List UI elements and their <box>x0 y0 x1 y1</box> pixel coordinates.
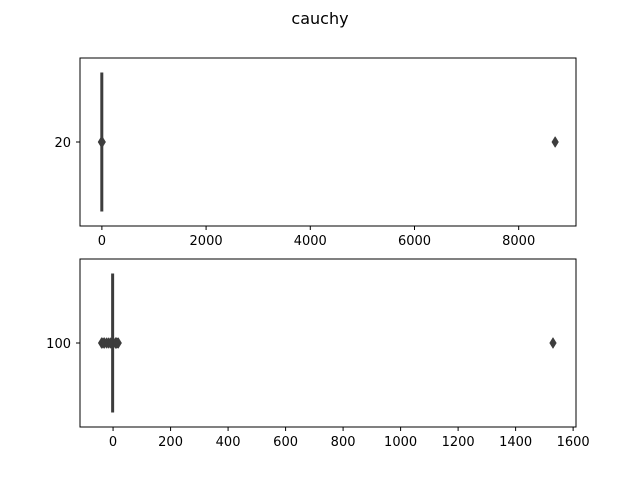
figure-title: cauchy <box>291 9 348 28</box>
axes-frame <box>79 57 577 227</box>
x-tick-label: 600 <box>273 435 298 450</box>
x-tick-label: 0 <box>109 435 117 450</box>
x-tick-label: 400 <box>216 435 241 450</box>
panel-2: 0 200 400 600 800 1000 1200 1400 1600 100 <box>46 258 590 450</box>
x-tick-label: 200 <box>158 435 183 450</box>
y-tick-label: 100 <box>46 337 71 352</box>
x-tick-label: 6000 <box>398 234 431 249</box>
x-tick-label: 8000 <box>502 234 535 249</box>
x-tick-label: 1000 <box>384 435 417 450</box>
x-tick-label: 2000 <box>190 234 223 249</box>
outlier-point <box>551 136 559 148</box>
x-tick-label: 0 <box>98 234 106 249</box>
outlier-point <box>114 337 122 349</box>
x-tick-label: 1400 <box>499 435 532 450</box>
outlier-point <box>549 337 557 349</box>
x-tick-label: 800 <box>331 435 356 450</box>
x-tick-label: 1200 <box>442 435 475 450</box>
x-tick-label: 1600 <box>557 435 590 450</box>
axes-frame <box>79 258 577 428</box>
x-tick-label: 4000 <box>294 234 327 249</box>
panel-1: 0 2000 4000 6000 8000 20 <box>54 57 577 249</box>
outlier-point <box>98 136 106 148</box>
y-tick-label: 20 <box>54 136 71 151</box>
